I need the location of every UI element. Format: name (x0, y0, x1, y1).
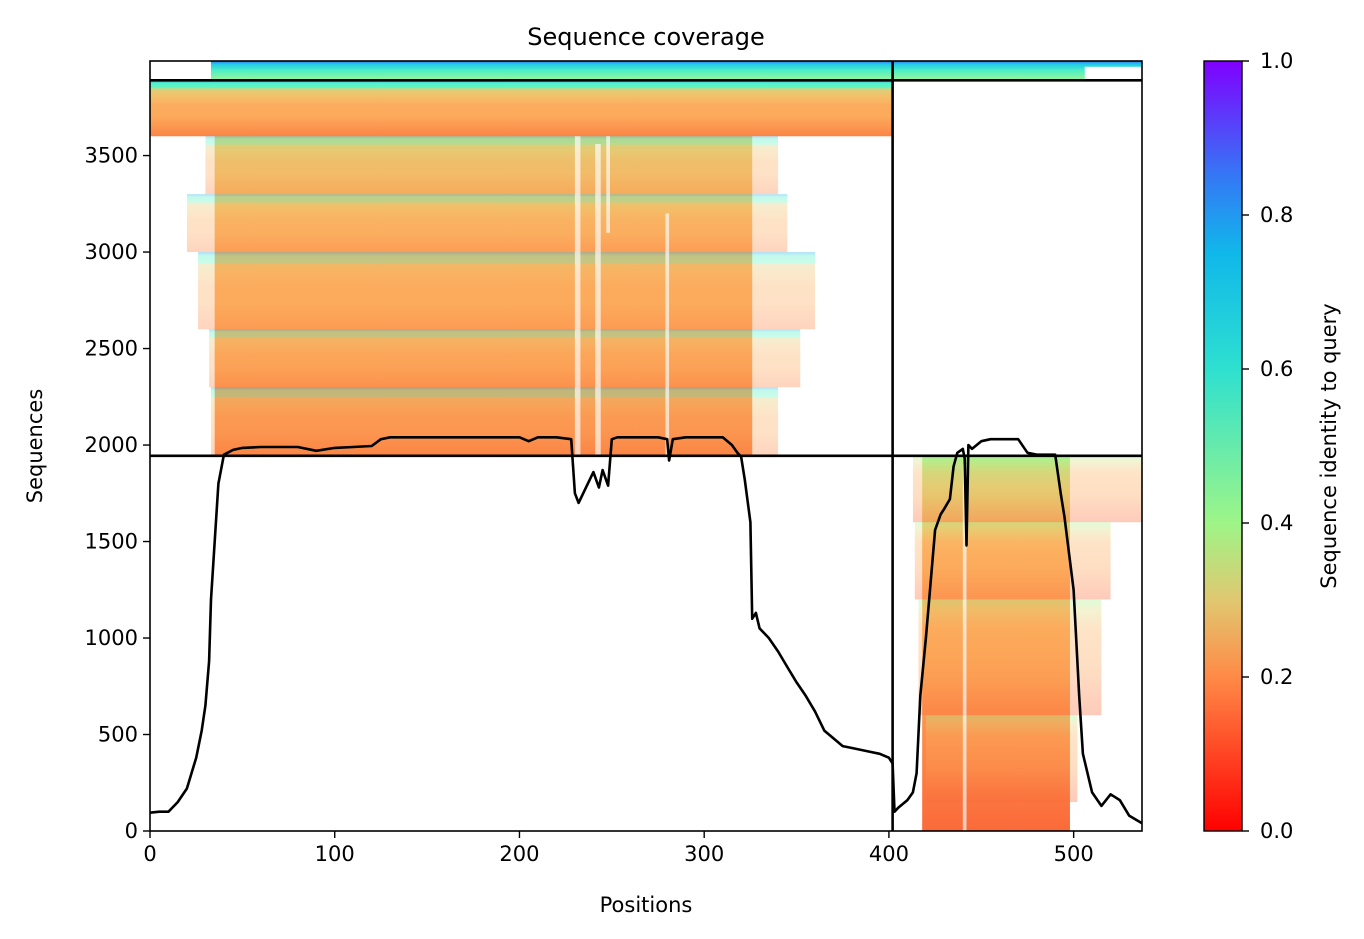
heat-fringe (205, 136, 779, 195)
y-tick-label: 500 (98, 723, 138, 747)
y-tick-label: 3500 (85, 144, 138, 168)
chart-title: Sequence coverage (527, 23, 764, 51)
coverage-heatmap (150, 61, 1142, 831)
x-axis: 0 100 200 300 400 500 (143, 831, 1094, 866)
x-tick-label: 0 (143, 842, 156, 866)
y-tick-label: 1000 (85, 626, 138, 650)
coverage-gap (665, 213, 670, 456)
coverage-gap (1084, 66, 1142, 81)
coverage-gap (962, 464, 967, 831)
x-tick-label: 200 (499, 842, 539, 866)
colorbar-tick-label: 1.0 (1260, 49, 1293, 73)
heat-block-top-query-rows (150, 61, 1142, 81)
colorbar-ticks: 0.0 0.2 0.4 0.6 0.8 1.0 (1242, 49, 1293, 843)
coverage-gap (150, 61, 211, 81)
heat-fringe (925, 715, 1078, 803)
plot-frame (149, 60, 1143, 832)
heat-fringe (914, 522, 1111, 600)
y-axis-label: Sequences (23, 389, 47, 504)
x-tick-label: 300 (684, 842, 724, 866)
x-tick-label: 500 (1054, 842, 1094, 866)
coverage-gaps (150, 61, 1142, 831)
colorbar-tick-label: 0.0 (1260, 819, 1293, 843)
y-tick-label: 2000 (85, 433, 138, 457)
colorbar-tick-label: 0.2 (1260, 665, 1293, 689)
y-tick-label: 3000 (85, 240, 138, 264)
heat-fringe (912, 455, 1142, 523)
heat-fringe (210, 387, 779, 456)
coverage-line (150, 436, 1142, 825)
y-axis: 0 500 1000 1500 2000 2500 3000 3500 (85, 144, 150, 843)
heat-fringe (209, 329, 801, 388)
heat-fringe (150, 80, 893, 137)
colorbar-tick-label: 0.6 (1260, 357, 1293, 381)
coverage-gap (574, 136, 581, 456)
colorbar-label: Sequence identity to query (1317, 303, 1341, 588)
coverage-gap (606, 136, 610, 233)
coverage-gap (595, 143, 601, 456)
x-axis-label: Positions (600, 893, 693, 917)
colorbar: 0.0 0.2 0.4 0.6 0.8 1.0 Sequence identity to … (1203, 49, 1341, 843)
colorbar-fill (1203, 60, 1243, 832)
colorbar-tick-label: 0.8 (1260, 203, 1293, 227)
colorbar-tick-label: 0.4 (1260, 511, 1293, 535)
y-tick-label: 2500 (85, 337, 138, 361)
y-tick-label: 0 (125, 819, 138, 843)
heat-fringe (198, 252, 816, 330)
heat-fringe (918, 599, 1102, 716)
plot-area (150, 61, 1142, 831)
block-boundaries (150, 61, 1142, 831)
x-tick-label: 400 (869, 842, 909, 866)
x-tick-label: 100 (315, 842, 355, 866)
y-tick-label: 1500 (85, 530, 138, 554)
heat-fringe (186, 194, 788, 253)
